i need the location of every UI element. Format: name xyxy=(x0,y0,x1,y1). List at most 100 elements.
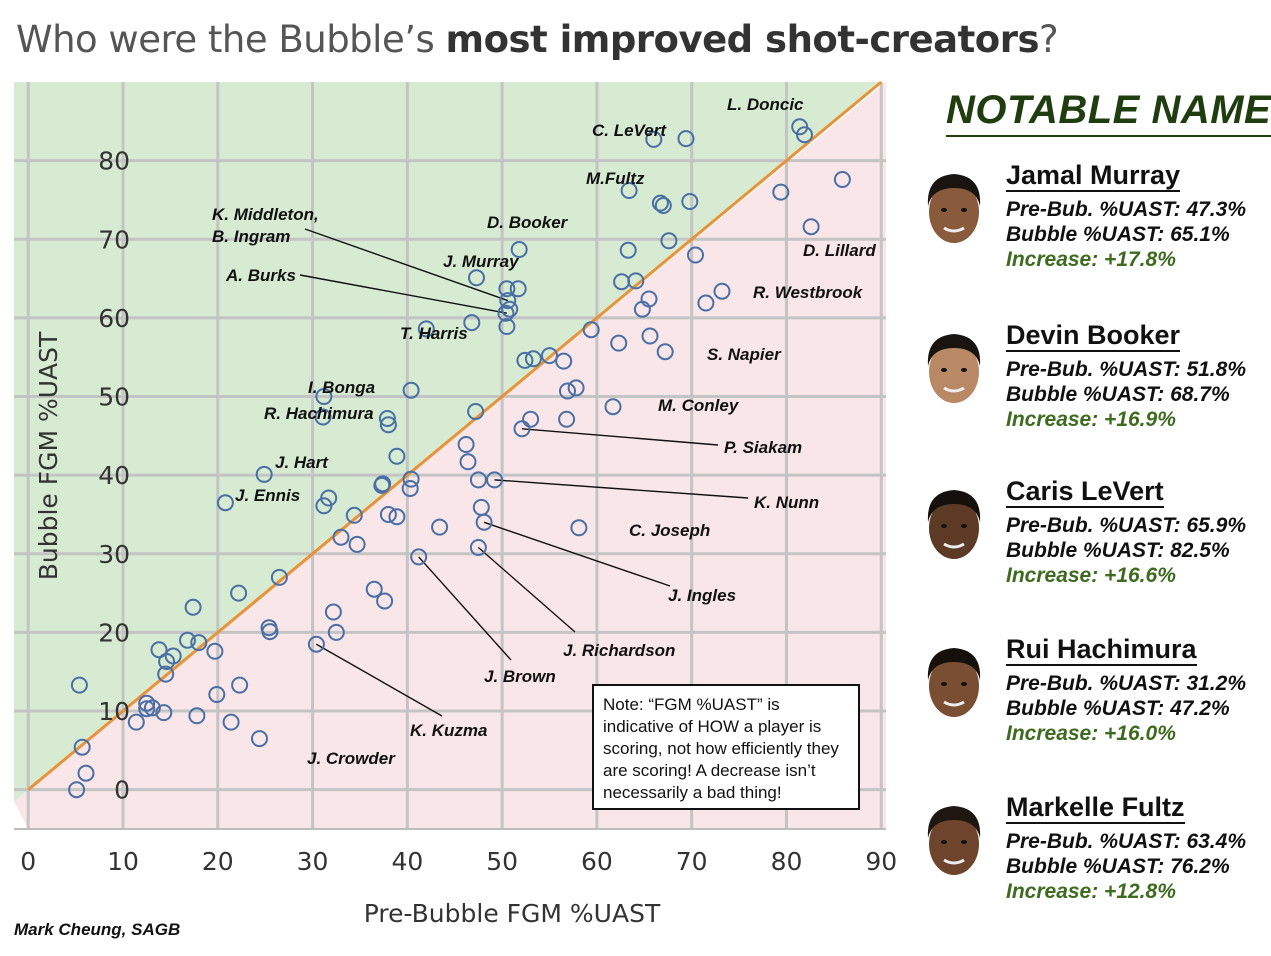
title-suffix: ? xyxy=(1039,18,1059,61)
data-point xyxy=(324,603,342,621)
y-tick-label: 30 xyxy=(98,540,130,569)
data-point xyxy=(378,410,396,427)
data-point xyxy=(138,694,156,712)
annotation-label: D. Lillard xyxy=(803,241,876,260)
below-diagonal-region xyxy=(14,82,886,829)
annotation-label: J. Brown xyxy=(484,667,556,686)
x-tick-label: 20 xyxy=(202,847,234,876)
player-card: Caris LeVert Pre-Bub. %UAST: 65.9% Bubble … xyxy=(906,476,1266,606)
y-tick-label: 70 xyxy=(98,225,130,254)
data-point xyxy=(833,171,851,188)
data-point xyxy=(524,350,542,368)
notable-names-title: NOTABLE NAMES xyxy=(946,88,1271,137)
annotation-label: B. Ingram xyxy=(212,227,290,246)
data-point xyxy=(604,398,622,416)
data-point xyxy=(687,246,704,264)
y-tick-label: 0 xyxy=(114,776,130,805)
increase-stat: Increase: +16.9% xyxy=(1006,408,1176,431)
annotation-label: J. Murray xyxy=(443,252,520,271)
data-point xyxy=(772,183,790,201)
data-point xyxy=(388,508,406,526)
data-point xyxy=(315,388,333,405)
increase-stat: Increase: +17.8% xyxy=(1006,248,1176,271)
annotation-label: M.Fultz xyxy=(586,169,645,188)
bubble-stat: Bubble %UAST: 65.1% xyxy=(1006,223,1230,246)
reference-line xyxy=(27,80,883,791)
player-card: Devin Booker Pre-Bub. %UAST: 51.8% Bubble … xyxy=(906,320,1266,450)
annotation-label: T. Harris xyxy=(400,324,468,343)
pre-bubble-stat: Pre-Bub. %UAST: 65.9% xyxy=(1006,514,1246,537)
data-point xyxy=(70,676,88,694)
annotation-label: J. Crowder xyxy=(307,749,396,768)
annotation-label: K. Nunn xyxy=(754,493,819,512)
player-name: Devin Booker xyxy=(1006,320,1181,352)
data-point xyxy=(143,699,161,717)
y-tick-label: 20 xyxy=(98,618,130,647)
data-point xyxy=(620,182,638,199)
data-point xyxy=(216,494,234,512)
annotation-label: S. Napier xyxy=(707,345,782,364)
x-tick-label: 0 xyxy=(20,847,36,876)
bubble-stat: Bubble %UAST: 82.5% xyxy=(1006,539,1230,562)
data-point xyxy=(468,269,485,287)
increase-stat: Increase: +16.6% xyxy=(1006,564,1176,587)
data-point xyxy=(475,513,493,531)
x-tick-label: 30 xyxy=(297,847,329,876)
leader-line xyxy=(418,556,512,661)
annotation-labels: L. Doncic C. LeVert M.Fultz D. Booker D. Lil… xyxy=(212,95,876,768)
annotation-label: D. Booker xyxy=(487,213,569,232)
above-diagonal-region xyxy=(14,82,886,802)
data-point xyxy=(222,713,240,731)
data-point xyxy=(190,634,208,652)
data-point xyxy=(402,470,420,488)
data-point xyxy=(516,351,534,369)
data-point xyxy=(510,241,528,258)
data-point xyxy=(796,126,813,144)
data-point xyxy=(184,598,202,616)
y-tick-label: 80 xyxy=(98,147,130,176)
data-point xyxy=(314,408,332,426)
annotation-label: J. Ingles xyxy=(668,586,736,605)
data-point xyxy=(127,713,145,731)
tick-labels: 0 10 20 30 40 50 60 70 80 90 0 10 20 30 40 50 60 70 80 xyxy=(20,147,897,876)
player-card: Rui Hachimura Pre-Bub. %UAST: 31.2% Bubble… xyxy=(906,634,1266,764)
data-point xyxy=(158,653,176,670)
bubble-stat: Bubble %UAST: 47.2% xyxy=(1006,697,1230,720)
note-box: Note: “FGM %UAST” is indicative of HOW a… xyxy=(592,684,860,810)
player-headshot-icon xyxy=(927,648,981,717)
annotation-label: I. Bonga xyxy=(308,378,375,397)
leader-line xyxy=(299,274,507,314)
data-point xyxy=(513,420,531,438)
annotation-label: J. Richardson xyxy=(563,641,675,660)
data-point xyxy=(401,480,419,497)
y-tick-label: 50 xyxy=(98,383,130,412)
player-name: Markelle Fultz xyxy=(1006,792,1185,824)
player-card: Markelle Fultz Pre-Bub. %UAST: 63.4% Bubbl… xyxy=(906,792,1266,922)
player-headshot-icon xyxy=(927,334,981,403)
annotation-label: K. Middleton, xyxy=(212,205,319,224)
data-point xyxy=(261,623,279,641)
title-bold: most improved shot-creators xyxy=(445,18,1040,61)
data-point xyxy=(348,535,366,553)
data-point xyxy=(469,539,487,556)
data-point xyxy=(522,410,540,428)
data-point xyxy=(654,197,672,214)
player-name: Rui Hachimura xyxy=(1006,634,1197,666)
data-point xyxy=(651,194,669,212)
leader-line xyxy=(477,546,576,633)
x-tick-label: 40 xyxy=(391,847,423,876)
data-point xyxy=(497,304,515,322)
plot-corner xyxy=(14,801,29,829)
data-point xyxy=(641,327,659,345)
data-point xyxy=(498,318,516,335)
data-point xyxy=(251,730,268,748)
annotation-label: L. Doncic xyxy=(727,95,804,114)
player-name: Caris LeVert xyxy=(1006,476,1164,508)
data-point xyxy=(486,471,503,489)
y-tick-label: 40 xyxy=(98,461,130,490)
annotation-label: J. Hart xyxy=(275,453,329,472)
x-tick-label: 10 xyxy=(107,847,139,876)
data-point xyxy=(559,382,576,400)
leader-line xyxy=(483,521,671,587)
title-prefix: Who were the Bubble’s xyxy=(16,18,446,61)
